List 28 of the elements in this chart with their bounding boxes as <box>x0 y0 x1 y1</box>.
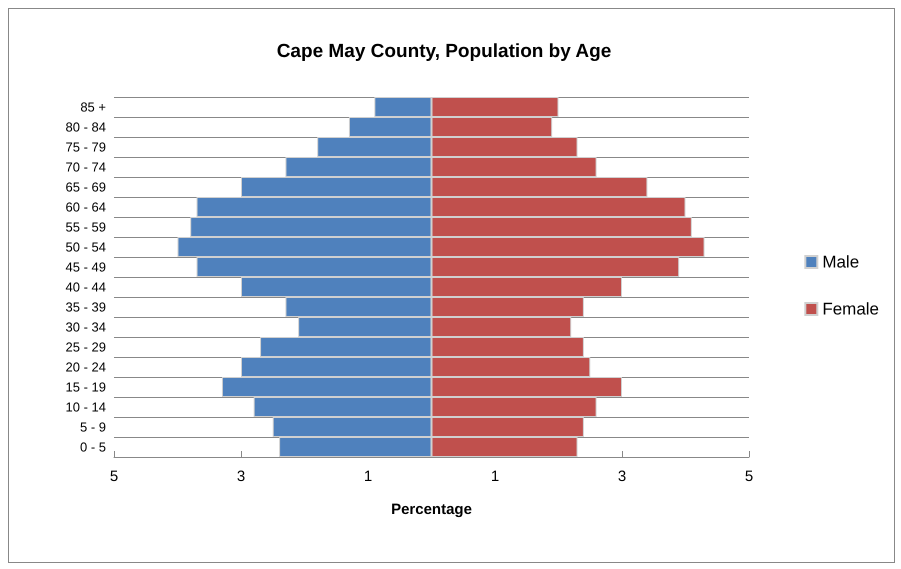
y-tick-label: 40 - 44 <box>66 280 106 294</box>
y-tick-label: 35 - 39 <box>66 300 106 314</box>
x-tick-label: 5 <box>744 468 754 485</box>
y-tick-label: 75 - 79 <box>66 140 106 154</box>
y-tick-label: 15 - 19 <box>66 380 106 394</box>
y-tick-label: 30 - 34 <box>66 320 106 334</box>
chart-title: Cape May County, Population by Age <box>276 41 612 62</box>
x-axis-title: Percentage <box>391 501 472 518</box>
y-tick-label: 5 - 9 <box>80 420 106 434</box>
y-tick-label: 45 - 49 <box>66 260 106 274</box>
x-tick-label: 3 <box>236 468 246 485</box>
y-tick-label: 70 - 74 <box>66 160 106 174</box>
y-tick-label: 85 + <box>80 100 106 114</box>
y-tick-label: 20 - 24 <box>66 360 106 374</box>
y-tick-label: 0 - 5 <box>80 440 106 454</box>
y-tick-label: 60 - 64 <box>66 200 106 214</box>
x-tick-label: 3 <box>618 468 626 485</box>
y-tick-label: 10 - 14 <box>66 400 106 414</box>
x-tick-label: 5 <box>110 468 118 485</box>
y-tick-label: 50 - 54 <box>66 240 106 254</box>
y-tick-label: 80 - 84 <box>66 120 106 134</box>
y-tick-label: 25 - 29 <box>66 340 106 354</box>
y-tick-label: 65 - 69 <box>66 180 106 194</box>
legend-label: Female <box>822 300 879 318</box>
x-tick-label: 1 <box>490 468 500 485</box>
y-tick-label: 55 - 59 <box>66 220 106 234</box>
x-tick-label: 1 <box>364 468 372 485</box>
legend-label: Male <box>822 252 860 272</box>
